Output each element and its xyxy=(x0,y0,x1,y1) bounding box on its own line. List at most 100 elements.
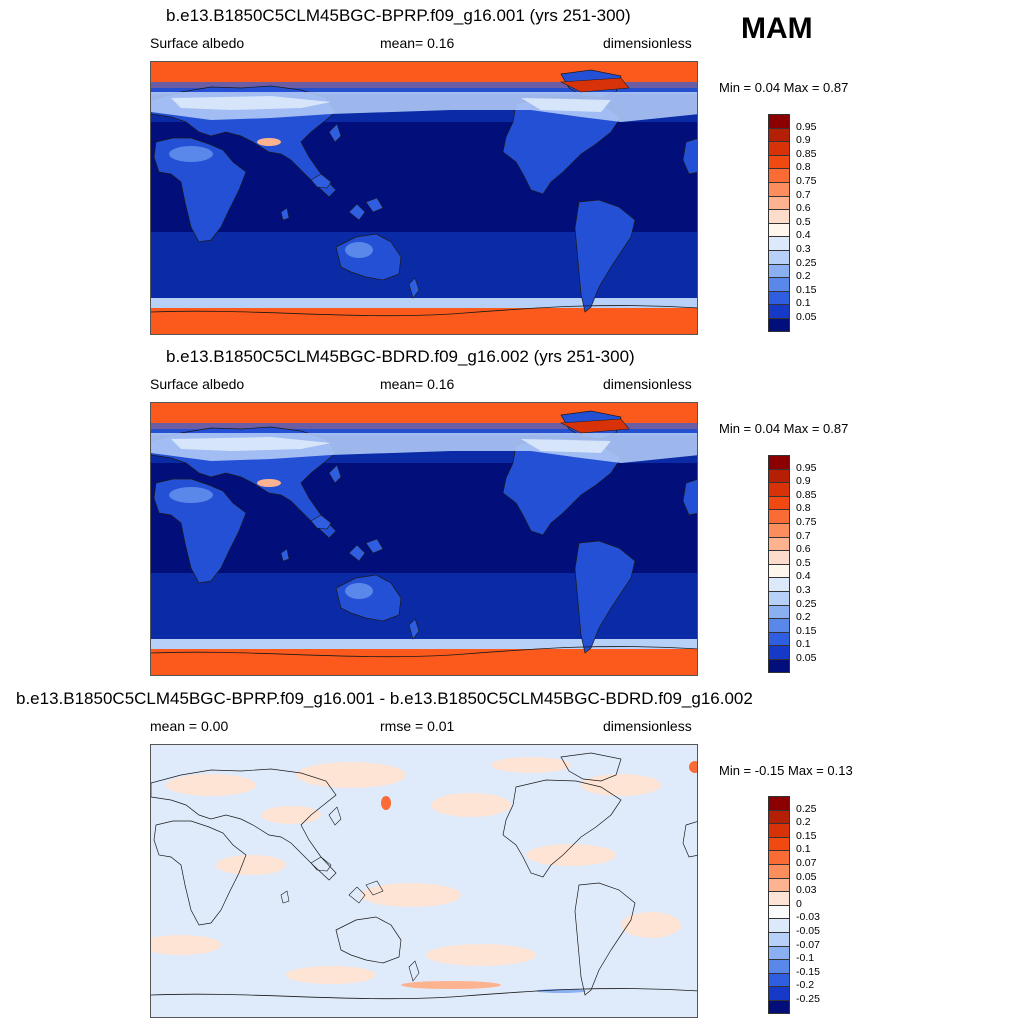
panel3-units-label: dimensionless xyxy=(603,718,692,734)
colorbar-tick-label: 0.4 xyxy=(796,570,811,583)
colorbar-tick-label: 0.85 xyxy=(796,488,817,501)
colorbar-swatch xyxy=(768,959,790,973)
panel3-map xyxy=(150,744,698,1018)
colorbar-tick-label: 0.2 xyxy=(796,270,811,283)
colorbar-tick-label: 0.05 xyxy=(796,652,817,664)
colorbar-swatch xyxy=(768,823,790,837)
colorbar-swatch xyxy=(768,522,790,537)
colorbar-swatch xyxy=(768,604,790,619)
colorbar-tick-label: 0.75 xyxy=(796,175,817,187)
colorbar-swatch xyxy=(768,563,790,578)
colorbar-swatch xyxy=(768,141,790,155)
colorbar-tick-label: -0.2 xyxy=(796,979,815,992)
colorbar-swatch xyxy=(768,127,790,142)
colorbar-swatch xyxy=(768,796,790,810)
colorbar-tick-label: 0.15 xyxy=(796,624,817,637)
colorbar-tick-label: 0.7 xyxy=(796,529,811,542)
colorbar-tick-label: 0.05 xyxy=(796,870,817,883)
colorbar-tick-label: 0.95 xyxy=(796,461,817,474)
colorbar-tick-label: 0 xyxy=(796,897,802,910)
colorbar-swatch xyxy=(768,114,790,128)
panel3-title: b.e13.B1850C5CLM45BGC-BPRP.f09_g16.001 -… xyxy=(16,689,753,708)
colorbar-tick-label: 0.95 xyxy=(796,120,817,133)
colorbar-swatch xyxy=(768,904,790,919)
colorbar-tick-label: -0.1 xyxy=(796,952,815,965)
colorbar-swatch xyxy=(768,277,790,291)
colorbar-swatch xyxy=(768,918,790,932)
colorbar-swatch xyxy=(768,809,790,824)
panel3-mean-label: mean = 0.00 xyxy=(150,718,229,734)
colorbar-swatch xyxy=(768,482,790,496)
colorbar-tick-label: 0.1 xyxy=(796,297,811,310)
colorbar-tick-label: -0.15 xyxy=(796,965,820,978)
colorbar-swatch xyxy=(768,509,790,523)
colorbar-swatch xyxy=(768,590,790,605)
panel2-title: b.e13.B1850C5CLM45BGC-BDRD.f09_g16.002 (… xyxy=(166,347,635,366)
colorbar-swatch xyxy=(768,154,790,169)
colorbar-swatch xyxy=(768,550,790,564)
panel2-variable-label: Surface albedo xyxy=(150,376,245,392)
colorbar-swatch xyxy=(768,945,790,960)
colorbar-tick-label: 0.6 xyxy=(796,202,811,215)
colorbar-swatch xyxy=(768,536,790,551)
panel2-colorbar xyxy=(768,455,790,673)
colorbar-tick-label: 0.9 xyxy=(796,475,811,488)
colorbar-swatch xyxy=(768,468,790,483)
colorbar-tick-label: 0.15 xyxy=(796,283,817,296)
colorbar-swatch xyxy=(768,304,790,318)
colorbar-swatch xyxy=(768,263,790,278)
colorbar-swatch xyxy=(768,999,790,1014)
colorbar-tick-label: 0.85 xyxy=(796,147,817,160)
colorbar-tick-label: 0.4 xyxy=(796,229,811,242)
colorbar-swatch xyxy=(768,195,790,210)
colorbar-swatch xyxy=(768,658,790,673)
colorbar-swatch xyxy=(768,863,790,878)
colorbar-swatch xyxy=(768,877,790,892)
panel1-map xyxy=(150,61,698,335)
colorbar-swatch xyxy=(768,836,790,851)
colorbar-tick-label: 0.8 xyxy=(796,502,811,515)
colorbar-tick-label: 0.1 xyxy=(796,638,811,651)
colorbar-tick-label: 0.25 xyxy=(796,802,817,815)
panel1-minmax: Min = 0.04 Max = 0.87 xyxy=(719,80,849,95)
panel1-colorbar xyxy=(768,114,790,332)
colorbar-swatch xyxy=(768,236,790,250)
colorbar-tick-label: -0.05 xyxy=(796,925,820,937)
panel1-units-label: dimensionless xyxy=(603,35,692,51)
colorbar-tick-label: -0.03 xyxy=(796,911,820,924)
colorbar-swatch xyxy=(768,209,790,223)
panel1-variable-label: Surface albedo xyxy=(150,35,245,51)
colorbar-swatch xyxy=(768,249,790,264)
colorbar-tick-label: 0.07 xyxy=(796,857,817,869)
colorbar-tick-label: 0.3 xyxy=(796,243,811,255)
colorbar-tick-label: 0.2 xyxy=(796,611,811,624)
colorbar-swatch xyxy=(768,317,790,332)
panel1-title: b.e13.B1850C5CLM45BGC-BPRP.f09_g16.001 (… xyxy=(166,6,631,25)
colorbar-tick-label: 0.5 xyxy=(796,556,811,569)
colorbar-swatch xyxy=(768,850,790,864)
colorbar-tick-label: 0.05 xyxy=(796,311,817,323)
colorbar-swatch xyxy=(768,645,790,659)
colorbar-tick-label: 0.03 xyxy=(796,884,817,897)
panel3-minmax: Min = -0.15 Max = 0.13 xyxy=(719,763,853,778)
colorbar-tick-label: 0.15 xyxy=(796,829,817,842)
colorbar-tick-label: 0.75 xyxy=(796,516,817,528)
colorbar-tick-label: 0.6 xyxy=(796,543,811,556)
colorbar-tick-label: 0.9 xyxy=(796,134,811,147)
colorbar-swatch xyxy=(768,972,790,987)
panel2-minmax: Min = 0.04 Max = 0.87 xyxy=(719,421,849,436)
colorbar-tick-label: -0.25 xyxy=(796,993,820,1005)
panel2-mean-label: mean= 0.16 xyxy=(380,376,455,392)
panel2-units-label: dimensionless xyxy=(603,376,692,392)
colorbar-swatch xyxy=(768,986,790,1000)
panel3-rmse-label: rmse = 0.01 xyxy=(380,718,455,734)
colorbar-tick-label: 0.25 xyxy=(796,597,817,610)
colorbar-swatch xyxy=(768,455,790,469)
colorbar-swatch xyxy=(768,931,790,946)
panel3-colorbar xyxy=(768,796,790,1014)
colorbar-tick-label: 0.7 xyxy=(796,188,811,201)
colorbar-tick-label: 0.1 xyxy=(796,843,811,856)
colorbar-swatch xyxy=(768,168,790,182)
season-label: MAM xyxy=(741,12,813,45)
colorbar-swatch xyxy=(768,618,790,632)
